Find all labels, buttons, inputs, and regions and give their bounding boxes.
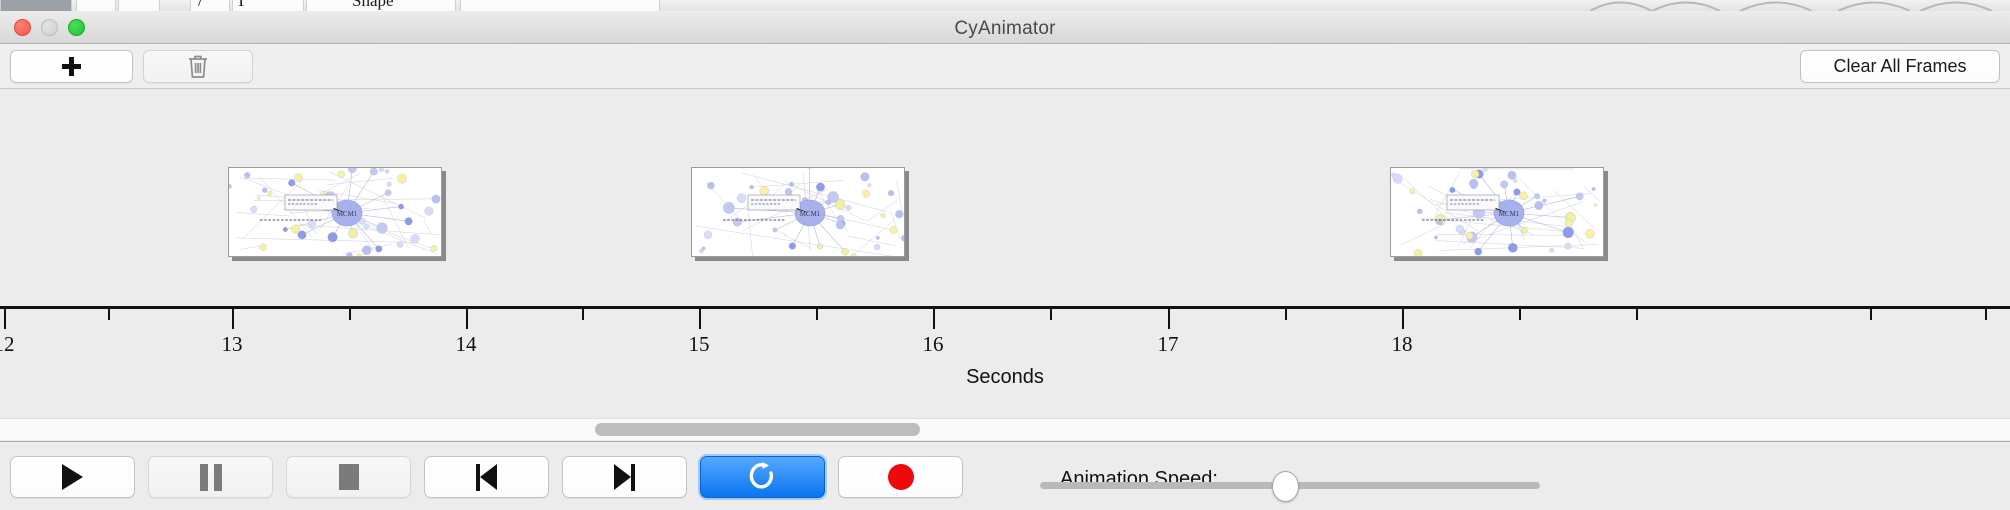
timeline-scrollbar-thumb[interactable] — [595, 423, 920, 436]
add-frame-button[interactable] — [10, 50, 133, 83]
axis-title: Seconds — [966, 366, 1044, 388]
window-traffic-lights — [14, 19, 85, 36]
frame-toolbar: Clear All Frames — [0, 44, 2010, 89]
frame-image: MCM1 — [1390, 167, 1604, 257]
axis-tick-minor — [349, 309, 351, 320]
clear-all-frames-button[interactable]: Clear All Frames — [1800, 50, 2000, 83]
loop-button[interactable] — [700, 456, 825, 498]
timeline-panel[interactable]: MCM1 MCM1 MCM1 — [0, 89, 2010, 324]
skip-to-start-button[interactable] — [424, 456, 549, 498]
skip-forward-icon — [614, 463, 635, 491]
frame-thumbnail[interactable]: MCM1 — [228, 167, 446, 261]
close-button[interactable] — [14, 19, 31, 36]
playback-control-bar: Animation Speed: — [0, 441, 2010, 510]
minimize-button[interactable] — [41, 19, 58, 36]
window-title: CyAnimator — [954, 18, 1056, 39]
axis-tick-label: 15 — [688, 332, 710, 356]
frame-image: MCM1 — [691, 167, 905, 257]
axis-tick-major — [466, 309, 468, 329]
timeline-scrollbar[interactable] — [0, 418, 2010, 440]
axis-tick-major — [4, 309, 6, 329]
delete-frame-button[interactable] — [143, 50, 253, 83]
stop-icon — [338, 464, 359, 490]
axis-tick-label: 17 — [1157, 332, 1179, 356]
pause-icon — [199, 463, 222, 491]
axis-tick-label: 16 — [922, 332, 944, 356]
axis-tick-label: 14 — [455, 332, 477, 356]
axis-tick-major — [699, 309, 701, 329]
axis-tick-minor — [1519, 309, 1521, 320]
frame-thumbnail[interactable]: MCM1 — [691, 167, 909, 261]
axis-tick-minor — [582, 309, 584, 320]
animation-speed-slider-thumb[interactable] — [1272, 471, 1299, 502]
axis-tick-label: 13 — [221, 332, 243, 356]
title-bar[interactable]: CyAnimator — [0, 11, 2010, 44]
axis-tick-major — [1168, 309, 1170, 329]
trash-icon — [189, 55, 207, 78]
svg-text:MCM1: MCM1 — [800, 210, 821, 218]
axis-tick-major — [232, 309, 234, 329]
axis-tick-minor — [816, 309, 818, 320]
frame-image: MCM1 — [228, 167, 442, 257]
axis-tick-minor — [1050, 309, 1052, 320]
axis-tick-minor — [1285, 309, 1287, 320]
timeline-axis-line — [0, 306, 2010, 309]
axis-tick-label: 12 — [0, 332, 15, 356]
background-decoration — [1590, 1, 1993, 11]
skip-to-end-button[interactable] — [562, 456, 687, 498]
pause-button — [148, 456, 273, 498]
axis-tick-minor — [1636, 309, 1638, 320]
frame-thumbnail[interactable]: MCM1 — [1390, 167, 1608, 261]
axis-tick-minor — [1985, 309, 1987, 320]
axis-tick-minor — [108, 309, 110, 320]
skip-back-icon — [476, 463, 497, 491]
play-button[interactable] — [10, 456, 135, 498]
record-button[interactable] — [838, 456, 963, 498]
axis-tick-label: 18 — [1391, 332, 1413, 356]
record-icon — [887, 464, 914, 490]
svg-text:MCM1: MCM1 — [337, 210, 358, 218]
axis-tick-minor — [1870, 309, 1872, 320]
axis-tick-major — [1402, 309, 1404, 329]
stop-button — [286, 456, 411, 498]
axis-tick-major — [933, 309, 935, 329]
background-window-label: Shape — [352, 0, 394, 10]
play-icon — [62, 464, 83, 490]
plus-icon — [62, 57, 81, 76]
svg-text:MCM1: MCM1 — [1499, 210, 1520, 218]
background-window-chrome: / T Shape — [0, 0, 2010, 11]
zoom-button[interactable] — [68, 19, 85, 36]
loop-icon — [749, 462, 773, 489]
